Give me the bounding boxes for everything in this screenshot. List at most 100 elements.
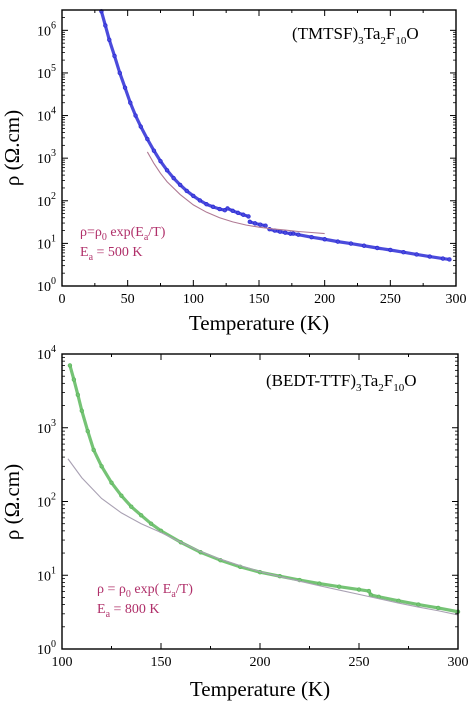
data-point bbox=[401, 250, 406, 255]
y-tick-label: 104 bbox=[37, 344, 56, 363]
data-point bbox=[99, 464, 104, 469]
data-point bbox=[171, 175, 176, 181]
data-point bbox=[241, 212, 246, 217]
fit-curve bbox=[67, 458, 459, 616]
y-tick-label: 100 bbox=[37, 639, 56, 658]
y-axis-label: ρ (Ω.cm) bbox=[0, 110, 24, 186]
x-tick-label: 300 bbox=[448, 655, 469, 670]
data-point bbox=[388, 247, 393, 253]
data-point bbox=[119, 493, 124, 498]
data-point bbox=[177, 182, 183, 188]
data-point bbox=[414, 252, 419, 257]
x-tick-label: 250 bbox=[380, 292, 401, 307]
data-point bbox=[71, 377, 77, 382]
fit-curve bbox=[146, 151, 325, 235]
x-tick-label: 100 bbox=[183, 292, 204, 307]
data-point bbox=[197, 198, 203, 203]
data-series-segment bbox=[248, 220, 268, 228]
data-series-segment bbox=[291, 231, 452, 262]
data-point bbox=[356, 587, 362, 592]
data-point bbox=[337, 584, 342, 589]
x-axis-label: Temperature (K) bbox=[189, 311, 329, 335]
activation-energy: Ea = 500 K bbox=[80, 245, 143, 263]
data-point bbox=[164, 168, 170, 173]
data-point bbox=[297, 577, 302, 583]
compound-label: (TMTSF)3Ta2F10O bbox=[292, 24, 419, 47]
data-point bbox=[85, 428, 90, 434]
data-point bbox=[103, 23, 108, 28]
data-point bbox=[283, 230, 288, 235]
y-tick-label: 103 bbox=[37, 148, 56, 167]
data-point bbox=[133, 113, 138, 118]
y-tick-label: 102 bbox=[37, 191, 56, 210]
data-point bbox=[252, 221, 258, 226]
y-tick-label: 100 bbox=[37, 276, 56, 295]
data-point bbox=[148, 521, 154, 526]
y-tick-label: 103 bbox=[37, 418, 56, 437]
x-tick-label: 100 bbox=[52, 655, 73, 670]
data-point bbox=[247, 219, 253, 225]
data-point bbox=[416, 602, 421, 607]
data-point bbox=[158, 158, 163, 164]
data-point bbox=[237, 564, 243, 570]
data-point bbox=[210, 204, 216, 210]
compound-label: (BEDT-TTF)3Ta2F10O bbox=[266, 371, 417, 394]
data-point bbox=[225, 206, 230, 211]
data-point bbox=[79, 408, 84, 413]
data-point bbox=[117, 70, 122, 76]
x-tick-label: 200 bbox=[314, 292, 335, 307]
y-axis-label: ρ (Ω.cm) bbox=[0, 464, 24, 540]
data-point bbox=[440, 256, 446, 261]
data-point bbox=[109, 480, 114, 485]
y-tick-label: 104 bbox=[37, 106, 56, 125]
x-axis-label: Temperature (K) bbox=[190, 677, 330, 701]
data-point bbox=[290, 231, 296, 236]
data-point bbox=[366, 588, 372, 594]
y-tick-label: 106 bbox=[37, 20, 56, 39]
x-tick-label: 250 bbox=[349, 655, 370, 670]
y-tick-label: 101 bbox=[37, 233, 56, 252]
data-point bbox=[246, 214, 251, 219]
x-tick-label: 50 bbox=[121, 292, 135, 307]
data-point bbox=[151, 148, 157, 153]
data-point bbox=[112, 53, 117, 59]
data-point bbox=[258, 222, 263, 227]
data-point bbox=[67, 363, 73, 368]
data-point bbox=[145, 136, 150, 142]
data-point bbox=[217, 206, 222, 212]
data-point bbox=[91, 447, 96, 453]
data-point bbox=[335, 239, 340, 244]
data-point bbox=[184, 188, 189, 194]
x-tick-label: 150 bbox=[151, 655, 172, 670]
x-tick-label: 200 bbox=[250, 655, 271, 670]
data-point bbox=[296, 232, 301, 237]
data-point bbox=[361, 243, 367, 248]
data-point bbox=[107, 37, 112, 42]
data-series-segment bbox=[99, 9, 227, 212]
chart-top: 0 50 100 150 200 250 300100101102103104105106 … bbox=[0, 9, 467, 335]
fit-equation: ρ=ρ0 exp(Ea/T) bbox=[80, 225, 166, 243]
y-tick-label: 102 bbox=[37, 492, 56, 511]
plot-frame bbox=[61, 353, 459, 650]
data-point bbox=[436, 605, 441, 611]
data-point bbox=[128, 100, 133, 105]
data-point bbox=[204, 202, 209, 207]
activation-energy: Ea = 800 K bbox=[97, 602, 160, 620]
data-point bbox=[447, 257, 452, 262]
x-tick-label: 300 bbox=[446, 292, 467, 307]
x-tick-label: 150 bbox=[249, 292, 270, 307]
x-tick-label: 0 bbox=[59, 292, 66, 307]
data-point bbox=[348, 241, 354, 246]
data-point bbox=[138, 513, 144, 518]
chart-bottom: 100 150 200 250 300 100 101 102 103 104 (BEDT-TTF… bbox=[0, 344, 469, 701]
data-series-segment bbox=[68, 363, 460, 614]
y-tick-label: 105 bbox=[37, 63, 56, 82]
data-point bbox=[75, 392, 81, 397]
data-point bbox=[178, 540, 183, 545]
data-point bbox=[191, 193, 196, 199]
data-point bbox=[138, 124, 143, 129]
data-point bbox=[322, 237, 327, 242]
fit-equation: ρ = ρ0 exp( Ea/T) bbox=[97, 582, 193, 600]
data-point bbox=[375, 245, 380, 251]
